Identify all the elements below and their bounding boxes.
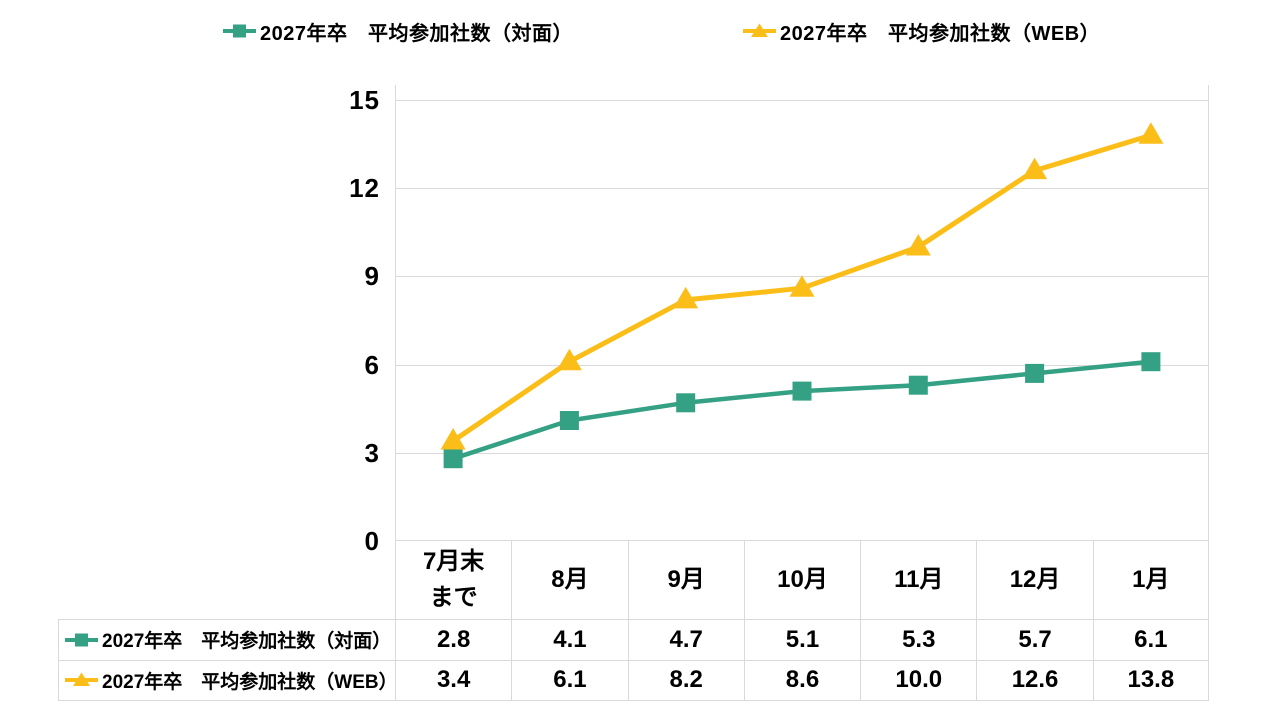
table-row-label: 2027年卒 平均参加社数（WEB） — [102, 671, 398, 693]
legend-label-web: 2027年卒 平均参加社数（WEB） — [780, 22, 1101, 45]
data-point-square — [559, 411, 579, 430]
legend-key-square-icon — [222, 21, 257, 41]
table-corner-cell — [58, 541, 395, 620]
table-value-cell: 8.2 — [627, 660, 744, 701]
x-axis-category-label: 9月 — [627, 541, 744, 620]
table-value-cell: 8.6 — [743, 660, 861, 701]
x-axis-category-label: 12月 — [976, 541, 1093, 620]
table-value-cell: 6.1 — [1092, 620, 1209, 661]
x-axis-category-label: 1月 — [1092, 541, 1209, 620]
legend-key-triangle-icon — [742, 21, 777, 41]
gridline-y-15 — [396, 100, 1208, 101]
gridline-y-6 — [396, 364, 1208, 366]
gridline-y-12 — [396, 188, 1208, 190]
table-row-header: 2027年卒 平均参加社数（対面） — [58, 620, 395, 661]
y-axis-tick-label: 9 — [364, 261, 380, 292]
x-axis-category-label: 8月 — [511, 541, 628, 620]
table-value-cell: 6.1 — [511, 660, 628, 701]
y-axis-tick-label: 3 — [364, 437, 380, 468]
table-value-cell: 13.8 — [1092, 660, 1209, 701]
data-table: 7月末 まで 8月 9月 10月 11月 12月 1月 2027年卒 平均参加社数（対面） 2… — [58, 541, 1209, 701]
x-axis-category-label: 11月 — [860, 541, 977, 620]
legend-item-taimen: 2027年卒 平均参加社数（対面） — [222, 18, 573, 45]
table-value-cell: 4.7 — [627, 620, 744, 661]
data-point-triangle — [905, 234, 931, 256]
x-axis-category-label: 7月末 まで — [395, 541, 512, 620]
y-axis-tick-label: 0 — [364, 526, 380, 556]
table-value-cell: 5.3 — [860, 620, 977, 661]
data-point-square — [792, 381, 812, 401]
table-value-cell: 3.4 — [395, 660, 512, 701]
table-key-square-icon — [64, 630, 99, 650]
table-value-cell: 12.6 — [976, 660, 1093, 701]
table-row-label: 2027年卒 平均参加社数（対面） — [102, 631, 392, 653]
data-point-triangle — [673, 286, 699, 309]
table-row-header: 2027年卒 平均参加社数（WEB） — [58, 660, 398, 701]
table-value-cell: 5.1 — [743, 620, 861, 661]
legend-label-taimen: 2027年卒 平均参加社数（対面） — [260, 22, 573, 45]
table-value-cell: 5.7 — [976, 620, 1093, 661]
data-point-square — [443, 449, 463, 469]
table-value-cell: 2.8 — [395, 620, 512, 661]
legend-item-web: 2027年卒 平均参加社数（WEB） — [742, 18, 1101, 45]
data-point-square — [1141, 352, 1161, 372]
data-point-triangle — [1022, 157, 1048, 180]
table-value-cell: 10.0 — [860, 660, 977, 701]
data-point-triangle — [556, 348, 582, 371]
data-point-square — [908, 375, 928, 395]
x-axis-category-label: 10月 — [743, 541, 861, 620]
data-point-triangle — [1138, 122, 1164, 144]
y-axis-tick-label: 6 — [364, 349, 380, 380]
data-point-triangle — [440, 428, 466, 450]
series-line-square — [450, 359, 1154, 461]
y-axis-tick-label: 12 — [349, 173, 380, 204]
series-layer — [440, 122, 1164, 469]
table-key-triangle-icon — [64, 670, 99, 690]
table-value-cell: 4.1 — [511, 620, 628, 661]
data-point-triangle — [789, 275, 815, 297]
y-axis-tick-label: 15 — [349, 85, 380, 115]
data-point-square — [1025, 363, 1045, 383]
gridline-y-3 — [396, 452, 1208, 454]
data-point-square — [676, 393, 696, 413]
